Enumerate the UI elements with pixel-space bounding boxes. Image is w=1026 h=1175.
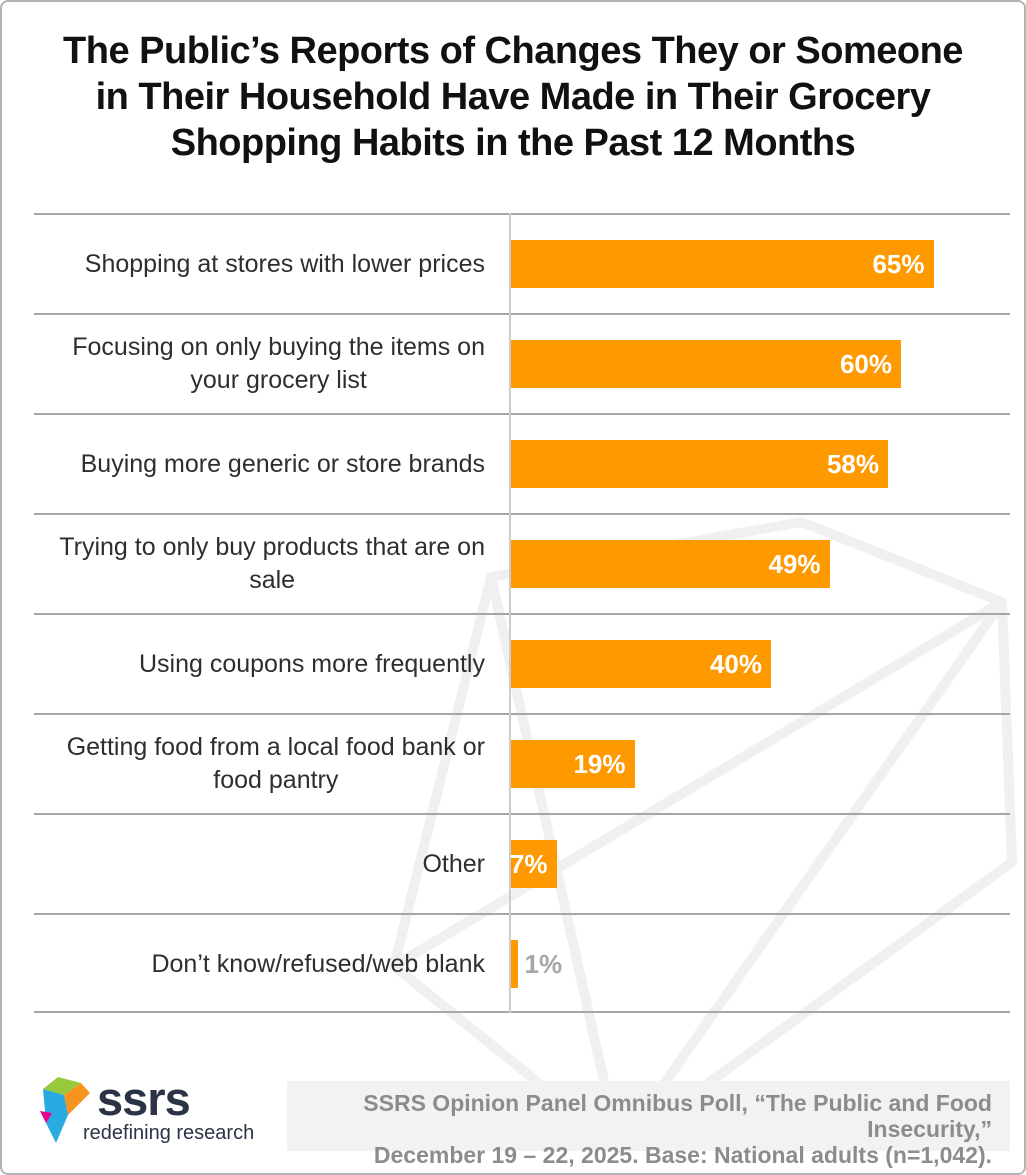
value-bar: 58% bbox=[511, 440, 888, 488]
ssrs-logo-tagline: redefining research bbox=[83, 1122, 255, 1144]
category-label: Focusing on only buying the items on your… bbox=[72, 333, 485, 394]
category-label-cell: Focusing on only buying the items on your… bbox=[34, 315, 509, 413]
chart-row: Focusing on only buying the items on your… bbox=[34, 313, 1010, 413]
chart-title-line1: The Public’s Reports of Changes They or … bbox=[63, 30, 963, 72]
ssrs-logo-mark-icon bbox=[40, 1077, 90, 1143]
chart-row: Trying to only buy products that are on s… bbox=[34, 513, 1010, 613]
value-label-inside: 19% bbox=[573, 748, 626, 779]
value-bar: 60% bbox=[511, 340, 901, 388]
value-bar: 40% bbox=[511, 640, 771, 688]
bar-chart: Shopping at stores with lower prices 65%… bbox=[34, 213, 1010, 1013]
value-bar bbox=[511, 940, 518, 988]
category-label-cell: Trying to only buy products that are on s… bbox=[34, 515, 509, 613]
chart-row: Don’t know/refused/web blank 1% bbox=[34, 913, 1010, 1013]
chart-rows: Shopping at stores with lower prices 65%… bbox=[34, 213, 1010, 1013]
bar-cell: 65% bbox=[509, 215, 1010, 313]
value-label-inside: 58% bbox=[826, 448, 879, 479]
ssrs-logo-wordmark: ssrs bbox=[97, 1072, 191, 1125]
footer: ssrs redefining research SSRS Opinion Pa… bbox=[2, 1073, 1024, 1168]
bar-cell: 40% bbox=[509, 615, 1010, 713]
category-label: Other bbox=[422, 849, 485, 878]
category-label: Buying more generic or store brands bbox=[80, 449, 485, 478]
value-label-inside: 7% bbox=[509, 848, 548, 879]
source-note-line1: SSRS Opinion Panel Omnibus Poll, “The Pu… bbox=[363, 1090, 992, 1142]
value-bar: 7% bbox=[509, 840, 557, 888]
chart-row: Getting food from a local food bank or fo… bbox=[34, 713, 1010, 813]
category-label: Shopping at stores with lower prices bbox=[84, 249, 485, 278]
category-label-cell: Shopping at stores with lower prices bbox=[34, 215, 509, 313]
value-label-inside: 60% bbox=[839, 348, 892, 379]
chart-title-line2: in Their Household Have Made in Their Gr… bbox=[95, 76, 931, 118]
value-label-inside: 40% bbox=[709, 648, 762, 679]
bar-cell: 19% bbox=[509, 715, 1010, 813]
category-label: Using coupons more frequently bbox=[138, 649, 485, 678]
bar-cell: 49% bbox=[509, 515, 1010, 613]
chart-row: Buying more generic or store brands 58% bbox=[34, 413, 1010, 513]
category-label: Don’t know/refused/web blank bbox=[151, 949, 485, 978]
category-label: Trying to only buy products that are on s… bbox=[59, 533, 485, 594]
bar-cell: 1% bbox=[509, 915, 1010, 1013]
bar-cell: 58% bbox=[509, 415, 1010, 513]
category-label-cell: Buying more generic or store brands bbox=[34, 415, 509, 513]
value-bar: 19% bbox=[511, 740, 635, 788]
category-label: Getting food from a local food bank or fo… bbox=[66, 733, 485, 794]
chart-title-line3: Shopping Habits in the Past 12 Months bbox=[170, 122, 856, 164]
value-label-inside: 65% bbox=[872, 248, 925, 279]
bar-cell: 60% bbox=[509, 315, 1010, 413]
ssrs-logo: ssrs redefining research bbox=[38, 1075, 254, 1145]
source-note: SSRS Opinion Panel Omnibus Poll, “The Pu… bbox=[287, 1081, 1010, 1168]
chart-row: Other 7% bbox=[34, 813, 1010, 913]
category-label-cell: Other bbox=[34, 815, 509, 913]
bar-cell: 7% bbox=[509, 815, 1010, 913]
category-label-cell: Using coupons more frequently bbox=[34, 615, 509, 713]
chart-row: Shopping at stores with lower prices 65% bbox=[34, 213, 1010, 313]
value-bar: 65% bbox=[511, 240, 934, 288]
category-label-cell: Getting food from a local food bank or fo… bbox=[34, 715, 509, 813]
value-bar: 49% bbox=[511, 540, 830, 588]
value-label-outside: 1% bbox=[524, 948, 563, 979]
source-note-line2: December 19 – 22, 2025. Base: National a… bbox=[373, 1142, 992, 1168]
category-label-cell: Don’t know/refused/web blank bbox=[34, 915, 509, 1013]
chart-title: The Public’s Reports of Changes They or … bbox=[2, 28, 1024, 166]
value-label-inside: 49% bbox=[768, 548, 821, 579]
ssrs-logo-text-block: ssrs redefining research bbox=[83, 1072, 254, 1145]
chart-row: Using coupons more frequently 40% bbox=[34, 613, 1010, 713]
